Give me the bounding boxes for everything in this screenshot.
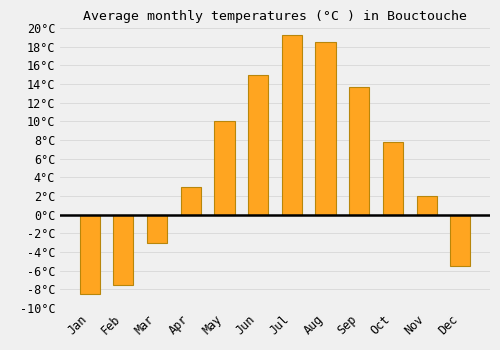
Bar [316, 42, 336, 215]
Bar [147, 215, 167, 243]
Bar [214, 121, 234, 215]
Bar [282, 35, 302, 215]
Bar [180, 187, 201, 215]
Bar [450, 215, 470, 266]
Bar [349, 87, 370, 215]
Title: Average monthly temperatures (°C ) in Bouctouche: Average monthly temperatures (°C ) in Bo… [83, 10, 467, 23]
Bar [416, 196, 437, 215]
Bar [383, 142, 403, 215]
Bar [248, 75, 268, 215]
Bar [80, 215, 100, 294]
Bar [113, 215, 134, 285]
